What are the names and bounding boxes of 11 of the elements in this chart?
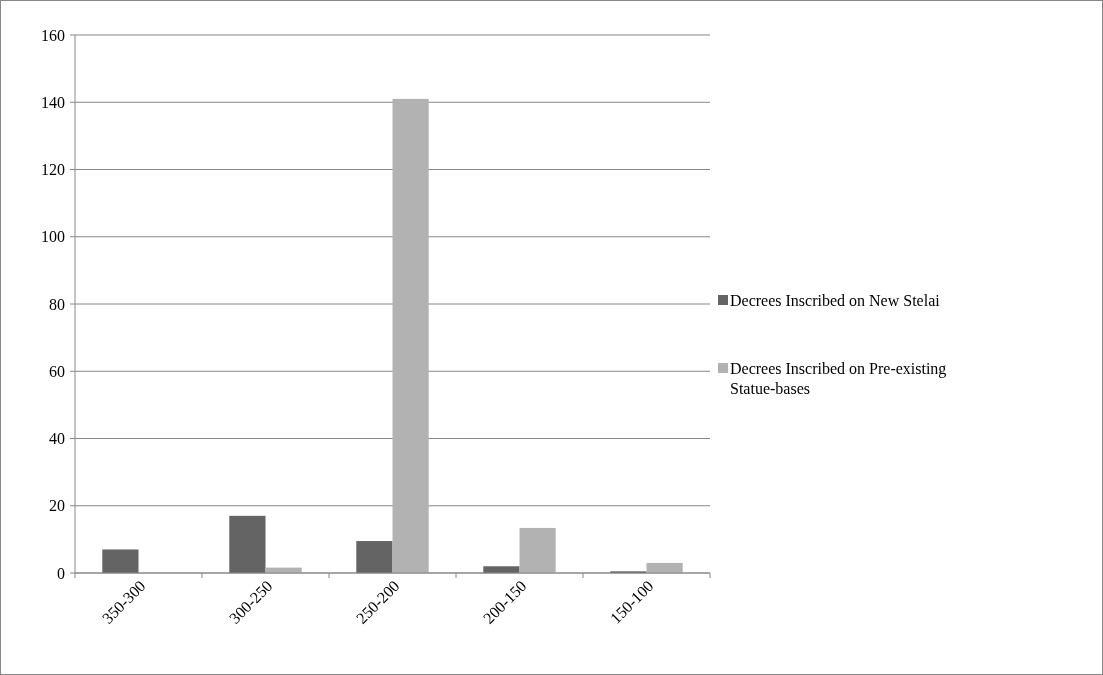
y-tick-label: 160 <box>41 26 65 44</box>
y-tick-label: 120 <box>41 161 65 179</box>
y-tick-label: 0 <box>57 564 65 582</box>
y-tick-label: 100 <box>41 228 65 246</box>
y-tick-label: 140 <box>41 93 65 111</box>
y-tick-label: 20 <box>49 497 65 515</box>
legend-label: Decrees Inscribed on New Stelai <box>730 291 941 309</box>
y-tick-label: 40 <box>49 430 65 448</box>
legend-label: Decrees Inscribed on Pre-existing Statue-bases <box>730 359 947 398</box>
y-tick-label: 80 <box>49 295 65 313</box>
y-tick-label: 60 <box>49 362 65 380</box>
